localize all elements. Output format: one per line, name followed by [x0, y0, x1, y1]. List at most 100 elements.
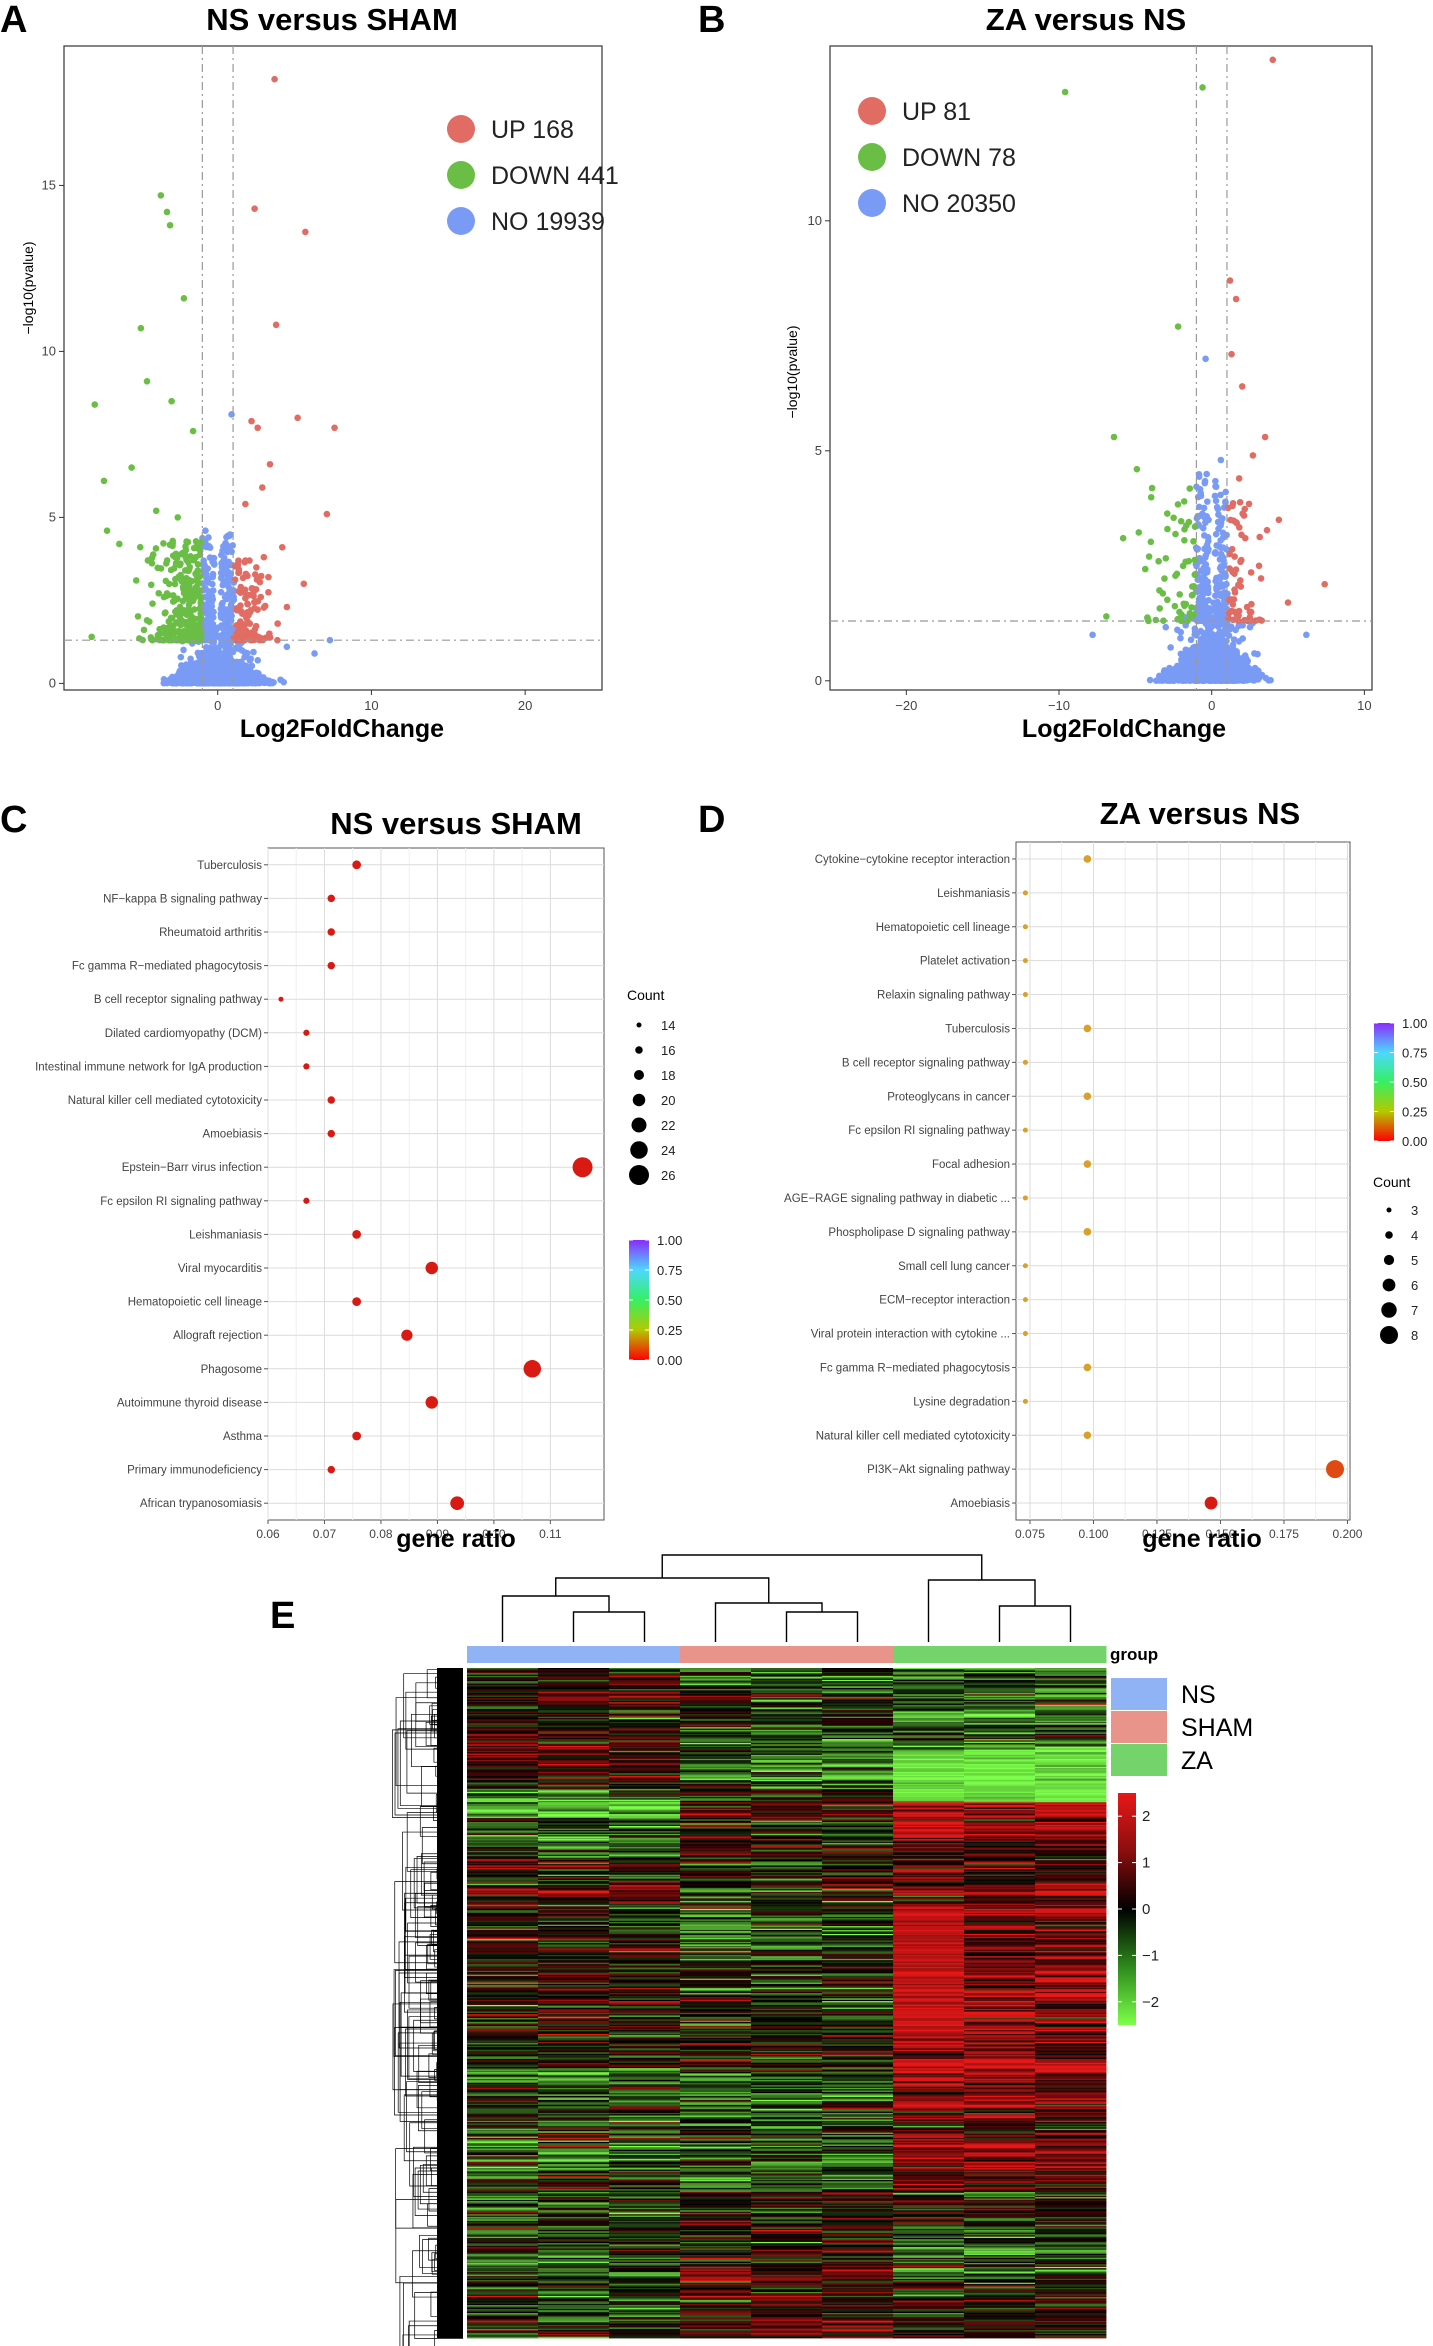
- down-point: [168, 397, 175, 405]
- up-point: [250, 588, 257, 596]
- down-point: [176, 603, 184, 611]
- up-point: [323, 510, 331, 518]
- no-point: [283, 643, 291, 651]
- y-tick-label: 15: [42, 177, 56, 192]
- down-point: [192, 583, 200, 591]
- x-tick-label: −10: [1048, 698, 1070, 713]
- down-point: [187, 608, 194, 615]
- up-point: [331, 424, 338, 432]
- no-point: [243, 649, 251, 657]
- down-point: [167, 566, 175, 574]
- up-point: [244, 600, 251, 608]
- down-point: [134, 613, 142, 620]
- no-point: [265, 679, 273, 687]
- no-point: [280, 678, 288, 686]
- up-point: [231, 576, 239, 584]
- no-point: [1162, 623, 1170, 631]
- no-point: [250, 648, 257, 656]
- no-point: [219, 677, 227, 684]
- up-point: [302, 228, 309, 236]
- no-point: [224, 658, 231, 665]
- legend-dot: [447, 115, 475, 143]
- down-point: [136, 543, 144, 551]
- up-point: [242, 500, 249, 508]
- no-point: [209, 573, 217, 581]
- down-point: [157, 192, 165, 199]
- up-point: [300, 580, 308, 588]
- no-point: [226, 532, 233, 540]
- down-point: [194, 626, 202, 634]
- down-point: [137, 324, 145, 332]
- no-point: [218, 564, 226, 571]
- plot-frame: [829, 45, 1373, 691]
- down-point: [161, 609, 169, 617]
- no-point: [222, 615, 230, 623]
- up-point: [252, 598, 259, 606]
- legend-label: NO 19939: [491, 208, 605, 236]
- down-point: [143, 377, 151, 385]
- up-point: [237, 583, 245, 591]
- up-point: [265, 573, 272, 581]
- down-point: [116, 540, 123, 548]
- down-point: [140, 626, 148, 634]
- no-point: [177, 653, 185, 661]
- x-tick-label: 0: [214, 698, 221, 713]
- down-point: [152, 545, 160, 552]
- down-point: [172, 554, 179, 561]
- down-point: [174, 514, 182, 521]
- legend-label: UP 168: [491, 116, 574, 144]
- down-point: [147, 581, 155, 589]
- no-point: [235, 676, 242, 683]
- no-point: [255, 670, 262, 678]
- no-point: [254, 656, 262, 664]
- down-point: [169, 592, 177, 599]
- down-point: [171, 580, 179, 588]
- down-point: [179, 597, 187, 605]
- legend-label: DOWN 441: [491, 162, 619, 190]
- down-point: [182, 546, 190, 554]
- no-point: [180, 646, 187, 654]
- no-point: [201, 660, 209, 668]
- up-point: [246, 630, 254, 637]
- up-point: [239, 574, 247, 582]
- no-point: [218, 622, 225, 629]
- down-point: [183, 538, 190, 545]
- down-point: [180, 294, 188, 302]
- no-point: [209, 629, 217, 637]
- no-point: [187, 655, 194, 663]
- no-point: [210, 561, 218, 568]
- down-point: [178, 633, 185, 641]
- no-point: [228, 411, 235, 418]
- y-tick-label: 0: [49, 675, 56, 690]
- down-point: [103, 527, 111, 534]
- down-point: [179, 584, 187, 592]
- nonsignificant-cloud: [160, 616, 288, 687]
- up-point: [249, 636, 257, 643]
- down-point: [185, 566, 192, 574]
- no-point: [215, 646, 222, 653]
- x-tick-label: 10: [364, 698, 378, 713]
- up-point: [248, 417, 255, 425]
- up-point: [258, 484, 266, 491]
- no-point: [187, 672, 194, 680]
- x-tick-label: −20: [895, 698, 917, 713]
- down-point: [182, 619, 190, 627]
- up-point: [260, 553, 268, 561]
- down-point: [162, 629, 170, 636]
- down-point: [183, 553, 191, 561]
- no-point: [209, 595, 216, 602]
- up-point: [239, 610, 246, 617]
- down-point: [157, 565, 165, 572]
- volcano-a-ylabel: −log10(pvalue): [20, 241, 36, 334]
- down-point: [194, 544, 202, 551]
- up-point: [257, 572, 265, 580]
- up-point: [274, 620, 281, 627]
- up-point: [294, 414, 301, 422]
- no-point: [237, 663, 245, 670]
- no-point: [169, 675, 176, 683]
- no-point: [236, 645, 243, 653]
- down-point: [177, 571, 184, 579]
- down-point: [149, 600, 156, 607]
